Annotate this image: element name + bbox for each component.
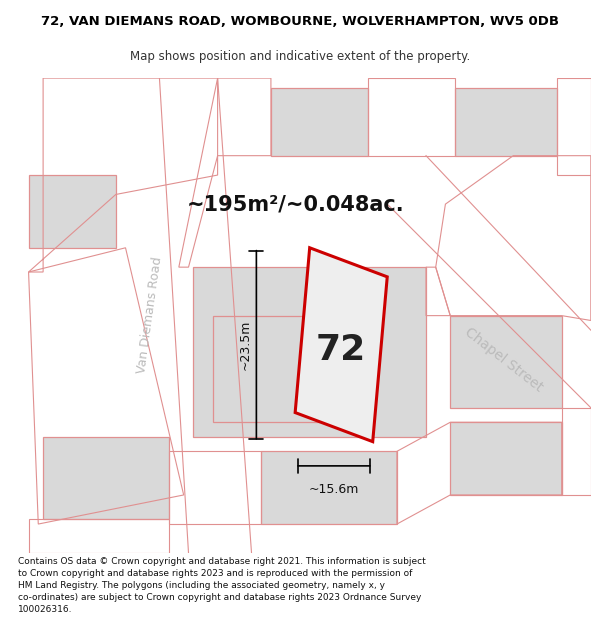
Polygon shape <box>261 451 397 524</box>
Polygon shape <box>213 316 368 422</box>
Text: Van Diemans Road: Van Diemans Road <box>135 256 164 375</box>
Polygon shape <box>450 422 562 495</box>
Text: 72: 72 <box>316 332 366 366</box>
Text: Map shows position and indicative extent of the property.: Map shows position and indicative extent… <box>130 50 470 62</box>
Polygon shape <box>295 248 387 442</box>
Polygon shape <box>450 316 562 408</box>
Polygon shape <box>29 175 116 248</box>
Text: 72, VAN DIEMANS ROAD, WOMBOURNE, WOLVERHAMPTON, WV5 0DB: 72, VAN DIEMANS ROAD, WOMBOURNE, WOLVERH… <box>41 16 559 28</box>
Polygon shape <box>43 437 169 519</box>
Polygon shape <box>271 88 368 156</box>
Text: ~195m²/~0.048ac.: ~195m²/~0.048ac. <box>187 194 404 214</box>
Polygon shape <box>193 267 426 437</box>
Text: Chapel Street: Chapel Street <box>462 324 545 394</box>
Polygon shape <box>455 88 557 156</box>
Text: Contains OS data © Crown copyright and database right 2021. This information is : Contains OS data © Crown copyright and d… <box>18 557 426 614</box>
Text: ~15.6m: ~15.6m <box>309 483 359 496</box>
Text: ~23.5m: ~23.5m <box>239 319 251 370</box>
